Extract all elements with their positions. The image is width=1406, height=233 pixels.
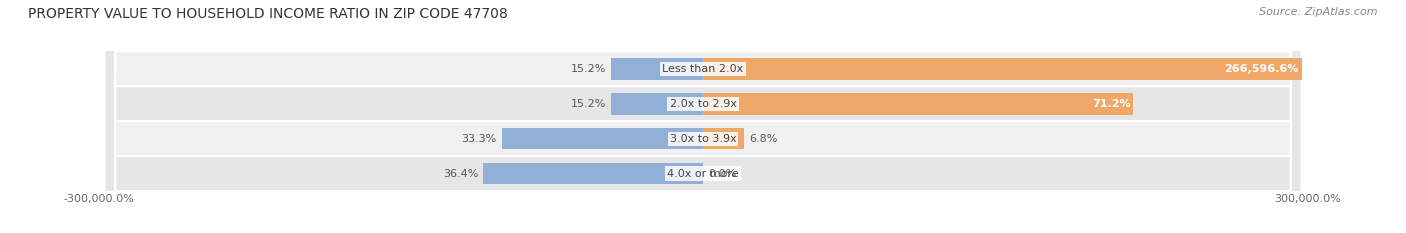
Text: 0.0%: 0.0% [707,169,737,178]
FancyBboxPatch shape [104,0,1302,233]
Text: 3.0x to 3.9x: 3.0x to 3.9x [669,134,737,144]
Text: 266,596.6%: 266,596.6% [1225,64,1299,74]
Text: 15.2%: 15.2% [571,64,606,74]
Text: Source: ZipAtlas.com: Source: ZipAtlas.com [1260,7,1378,17]
Bar [612,93,703,114]
FancyBboxPatch shape [104,0,1302,233]
Bar [612,58,703,80]
Text: 33.3%: 33.3% [461,134,496,144]
FancyBboxPatch shape [104,0,1302,233]
Text: PROPERTY VALUE TO HOUSEHOLD INCOME RATIO IN ZIP CODE 47708: PROPERTY VALUE TO HOUSEHOLD INCOME RATIO… [28,7,508,21]
Text: 71.2%: 71.2% [1092,99,1130,109]
Bar [703,93,1133,114]
Text: 6.8%: 6.8% [749,134,778,144]
Text: Less than 2.0x: Less than 2.0x [662,64,744,74]
Bar [703,58,1302,80]
Text: 15.2%: 15.2% [571,99,606,109]
FancyBboxPatch shape [104,0,1302,233]
Text: 36.4%: 36.4% [443,169,478,178]
Bar [502,128,703,150]
Text: 4.0x or more: 4.0x or more [668,169,738,178]
Bar [482,163,703,185]
Bar [703,128,744,150]
Text: 2.0x to 2.9x: 2.0x to 2.9x [669,99,737,109]
